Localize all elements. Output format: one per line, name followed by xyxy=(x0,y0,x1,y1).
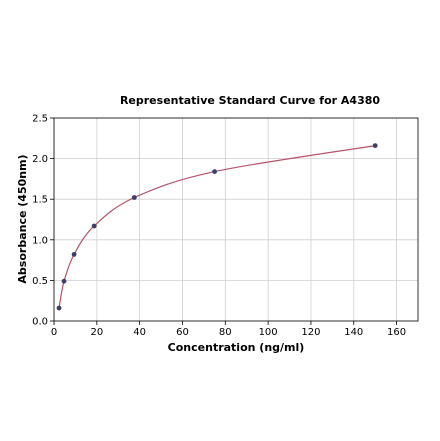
data-point xyxy=(372,143,378,149)
x-tick-label: 80 xyxy=(219,327,232,338)
fit-curve-group xyxy=(58,145,376,309)
x-tick-label: 0 xyxy=(51,327,57,338)
data-point xyxy=(131,195,137,200)
x-axis-label: Concentration (ng/ml) xyxy=(168,341,305,354)
x-tick-label: 20 xyxy=(90,327,103,338)
y-axis-label: Absorbance (450nm) xyxy=(16,154,29,283)
data-point xyxy=(61,278,67,284)
x-tick-label: 60 xyxy=(176,327,189,338)
y-tick-label: 2.0 xyxy=(32,154,48,165)
plot-frame xyxy=(53,117,419,322)
x-tick-label: 160 xyxy=(387,327,406,338)
data-points xyxy=(56,143,378,311)
chart-title: Representative Standard Curve for A4380 xyxy=(120,94,380,107)
data-point xyxy=(71,252,77,257)
data-point xyxy=(212,169,217,174)
x-tick-label: 140 xyxy=(344,327,363,338)
y-tick-label: 0.0 xyxy=(32,317,48,328)
x-tick-label: 100 xyxy=(259,327,278,338)
y-tick-label: 2.5 xyxy=(32,114,48,125)
data-point xyxy=(56,305,62,311)
grid-lines xyxy=(53,117,418,322)
fit-curve xyxy=(58,145,376,309)
y-tick-label: 1.5 xyxy=(32,195,48,206)
y-tick-label: 0.5 xyxy=(32,276,48,287)
x-axis-ticks: 0 20 40 60 80 100 120 140 160 xyxy=(51,321,406,338)
x-tick-label: 120 xyxy=(301,327,320,338)
x-tick-label: 40 xyxy=(133,327,146,338)
data-point xyxy=(91,223,97,229)
y-axis-ticks: 0.0 0.5 1.0 1.5 2.0 2.5 xyxy=(32,114,54,328)
y-tick-label: 1.0 xyxy=(32,235,48,246)
